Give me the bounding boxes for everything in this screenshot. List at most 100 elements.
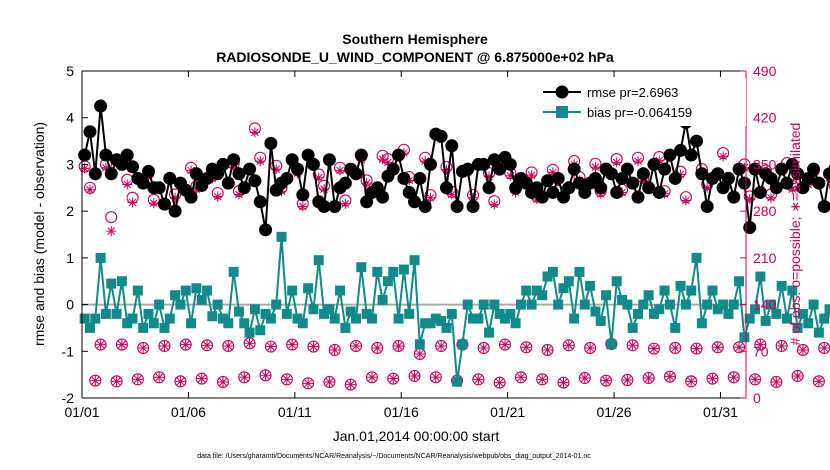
rmse-point	[306, 157, 320, 171]
obs-assimilated-point	[819, 342, 830, 353]
bias-point	[537, 290, 548, 301]
rmse-point	[104, 167, 118, 181]
obs-assimilated-point	[425, 192, 436, 203]
obs-assimilated-point	[122, 179, 133, 190]
rmse-point	[567, 162, 581, 176]
bias-point	[249, 304, 260, 315]
obs-possible-point	[690, 342, 703, 355]
obs-assimilated-point	[154, 372, 165, 383]
obs-possible-point	[371, 341, 384, 354]
bias-point	[766, 299, 777, 310]
obs-assimilated-point	[648, 343, 659, 354]
bias-point	[755, 271, 766, 282]
rmse-point	[386, 162, 400, 176]
bias-point	[558, 283, 569, 294]
bias-point	[111, 308, 122, 319]
obs-assimilated-point	[436, 340, 447, 351]
bias-point	[643, 290, 654, 301]
obs-assimilated-point	[755, 339, 766, 350]
rmse-point	[418, 199, 432, 213]
obs-assimilated-point	[537, 374, 548, 385]
bias-point	[446, 308, 457, 319]
y-tick-label: 1	[66, 250, 74, 266]
obs-assimilated-point	[180, 339, 191, 350]
obs-assimilated-point	[239, 372, 250, 383]
rmse-point	[78, 148, 92, 162]
y-tick-label: -2	[62, 390, 75, 406]
obs-assimilated-point	[563, 340, 574, 351]
obs-possible-point	[812, 375, 825, 388]
obs-assimilated-point	[228, 162, 239, 173]
rmse-point	[658, 162, 672, 176]
bias-point	[244, 327, 255, 338]
obs-assimilated-point	[271, 164, 282, 175]
obs-possible-point	[89, 374, 102, 387]
bias-point	[122, 318, 133, 329]
obs-possible-point	[727, 371, 740, 384]
bias-point	[457, 339, 468, 350]
obs-possible-point	[748, 373, 762, 386]
rmse-point	[626, 176, 640, 190]
obs-assimilated-point	[340, 198, 351, 209]
obs-assimilated-point	[217, 376, 228, 387]
y-right-tick-label: 420	[753, 110, 777, 126]
x-axis-label: Jan.01,2014 00:00:00 start	[333, 428, 500, 444]
obs-assimilated-point	[244, 338, 255, 349]
obs-possible-point	[174, 375, 187, 388]
y-tick-label: 5	[66, 63, 74, 79]
rmse-point	[413, 171, 427, 185]
rmse-point	[594, 181, 608, 195]
bias-point	[100, 308, 111, 319]
bias-point	[553, 299, 564, 310]
obs-assimilated-point	[718, 151, 729, 162]
obs-assimilated-point	[654, 155, 665, 166]
rmse-point	[423, 157, 437, 171]
x-tick-label: 01/21	[490, 404, 525, 420]
bias-point	[505, 308, 516, 319]
rmse-point	[322, 153, 336, 167]
legend-bias-marker	[556, 106, 568, 118]
y-right-tick-label: 140	[753, 297, 777, 313]
rmse-point	[743, 220, 757, 234]
bias-point	[196, 294, 207, 305]
rmse-point	[152, 181, 166, 195]
bias-point	[388, 266, 399, 277]
rmse-point	[216, 157, 230, 171]
y-right-tick-label: 0	[753, 390, 761, 406]
obs-assimilated-point	[196, 373, 207, 384]
obs-assimilated-point	[297, 201, 308, 212]
y-tick-label: 2	[66, 203, 74, 219]
bias-point	[750, 304, 761, 315]
y-right-tick-label: 350	[753, 156, 777, 172]
bias-point	[404, 308, 415, 319]
obs-assimilated-point	[127, 197, 138, 208]
bias-point	[106, 278, 117, 289]
obs-assimilated-point	[526, 170, 537, 181]
obs-assimilated-point	[542, 344, 553, 355]
legend-box	[533, 78, 746, 126]
obs-possible-point	[137, 341, 150, 354]
obs-possible-point	[775, 339, 788, 352]
rmse-point	[493, 162, 507, 176]
obs-possible-point	[429, 371, 442, 384]
obs-assimilated-point	[702, 182, 713, 193]
obs-possible-point	[706, 372, 719, 385]
obs-assimilated-point	[787, 184, 798, 195]
y-tick-label: 4	[66, 110, 74, 126]
obs-assimilated-point	[366, 372, 377, 383]
bias-point	[728, 299, 739, 310]
rmse-point	[392, 148, 406, 162]
obs-possible-point	[562, 339, 575, 352]
obs-assimilated-point	[202, 340, 213, 351]
bias-point	[585, 280, 596, 291]
rmse-point	[83, 125, 97, 139]
data-file-footnote: data file: /Users/gharamti/Documents/NCA…	[197, 453, 591, 460]
rmse-point	[232, 167, 246, 181]
rmse-point	[243, 162, 257, 176]
rmse-point	[376, 190, 390, 204]
bias-point	[776, 280, 787, 291]
obs-possible-point	[435, 339, 448, 352]
rmse-series	[78, 99, 830, 237]
bias-point	[824, 304, 830, 315]
rmse-point	[604, 167, 618, 181]
